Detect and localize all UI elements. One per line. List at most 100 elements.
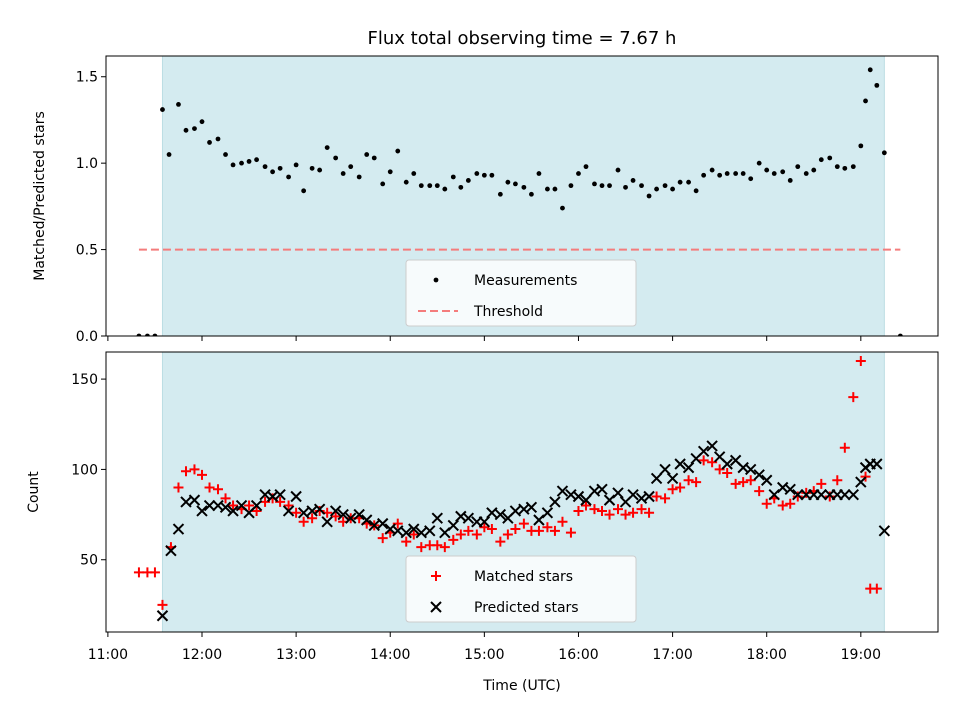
data-point: [360, 514, 373, 526]
data-point: [733, 171, 739, 176]
data-point: [505, 179, 511, 185]
data-point: [293, 162, 299, 168]
data-point: [340, 171, 346, 176]
legend-label: Predicted stars: [474, 600, 579, 616]
data-point: [197, 469, 207, 480]
data-point: [533, 525, 544, 536]
x-tick-label: 18:00: [747, 647, 787, 663]
data-point: [662, 183, 668, 189]
data-point: [801, 487, 812, 498]
data-point: [744, 463, 757, 476]
data-point: [666, 472, 679, 485]
data-point: [377, 533, 388, 544]
data-point: [330, 511, 341, 522]
data-point: [623, 184, 628, 190]
data-point: [839, 489, 851, 501]
data-point: [839, 442, 850, 453]
legend-label: Matched stars: [474, 569, 573, 585]
data-point: [541, 507, 554, 519]
x-tick-label: 14:00: [370, 647, 410, 663]
data-point: [659, 463, 671, 476]
data-point: [620, 509, 631, 520]
data-point: [542, 522, 553, 533]
data-point: [644, 507, 655, 518]
data-point: [675, 482, 686, 493]
data-point: [643, 490, 655, 503]
data-point: [462, 512, 475, 524]
data-point: [486, 524, 497, 535]
y-axis-label: Count: [26, 471, 42, 513]
data-point: [581, 500, 591, 511]
data-point: [827, 155, 833, 161]
data-point: [650, 472, 663, 485]
plot-frame: [105, 351, 939, 633]
data-point: [458, 184, 464, 190]
data-point: [309, 165, 315, 171]
data-point: [321, 516, 333, 528]
data-point: [612, 487, 624, 499]
data-point: [792, 491, 803, 502]
data-point: [897, 333, 903, 336]
data-point: [871, 583, 882, 594]
x-tick-label: 12:00: [182, 647, 222, 663]
data-point: [220, 493, 231, 504]
data-point: [431, 512, 444, 524]
data-point: [627, 489, 639, 501]
data-point: [489, 172, 495, 178]
data-point: [313, 503, 326, 515]
data-point: [432, 540, 443, 551]
data-point: [855, 356, 866, 367]
data-point: [465, 178, 471, 183]
data-point: [795, 164, 801, 170]
y-tick-label: 0.5: [76, 243, 98, 259]
data-point: [871, 458, 883, 470]
data-point: [180, 496, 192, 508]
data-point: [353, 508, 365, 521]
data-point: [670, 186, 675, 192]
data-point: [392, 525, 404, 537]
data-point: [424, 525, 436, 537]
data-point: [509, 505, 522, 517]
y-tick-label: 50: [80, 553, 98, 569]
legend: Matched stars Predicted stars: [405, 555, 637, 623]
data-point: [592, 181, 597, 187]
data-point: [246, 159, 252, 164]
data-point: [583, 164, 589, 170]
data-point: [881, 150, 887, 156]
data-point: [133, 567, 144, 578]
data-point: [474, 171, 480, 176]
data-point: [724, 171, 730, 176]
data-point: [307, 513, 318, 524]
data-point: [701, 172, 707, 178]
data-point: [427, 183, 433, 189]
data-point: [651, 491, 662, 502]
data-point: [874, 82, 880, 88]
data-point: [667, 484, 678, 495]
data-point: [239, 160, 244, 166]
data-point: [815, 489, 828, 501]
x-tick-label: 13:00: [276, 647, 316, 663]
data-point: [721, 458, 733, 470]
data-point: [471, 529, 482, 540]
data-point: [448, 534, 459, 545]
data-point: [439, 542, 450, 553]
data-point: [434, 183, 440, 189]
data-point: [654, 186, 659, 192]
data-point: [636, 504, 647, 515]
data-point: [348, 164, 354, 170]
data-point: [254, 157, 259, 163]
x-tick-label: 15:00: [464, 647, 504, 663]
data-point: [337, 508, 349, 521]
data-point: [560, 205, 565, 211]
data-point: [536, 171, 542, 176]
data-point: [380, 181, 386, 187]
data-point: [371, 155, 377, 161]
data-point: [160, 107, 165, 112]
data-point: [777, 500, 788, 511]
data-point: [165, 545, 177, 557]
data-point: [329, 505, 342, 517]
data-point: [199, 119, 205, 125]
data-point: [646, 193, 652, 199]
data-point: [572, 490, 585, 503]
data-point: [824, 491, 835, 502]
